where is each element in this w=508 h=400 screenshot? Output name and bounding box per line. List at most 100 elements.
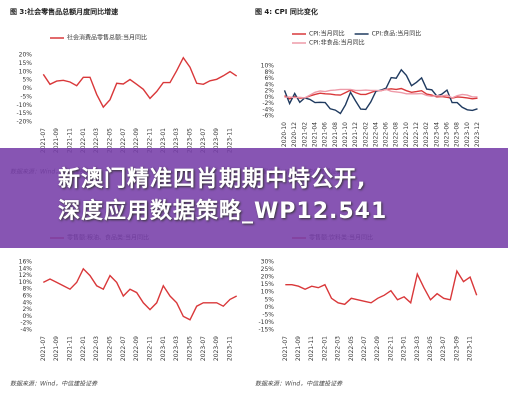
x-tick-label: 2021-07 (40, 336, 47, 361)
x-tick-label: 2023-09 (213, 128, 220, 153)
x-tick-label: 2021-11 (308, 336, 315, 361)
y-tick-label: 20% (261, 274, 275, 281)
legend-label: CPI:非食品:当月同比 (309, 39, 365, 47)
x-tick-label: 2023-06 (444, 122, 451, 147)
x-tick-label: 2022-04 (372, 122, 379, 147)
x-tick-label: 2023-09 (453, 336, 460, 361)
x-tick-label: 2022-11 (147, 336, 154, 361)
x-tick-label: 2023-05 (187, 128, 194, 153)
y-tick-label: 15% (19, 60, 33, 67)
y-tick-label: 0% (22, 85, 32, 92)
banner: 新澳门精准四肖期期中特公开, 深度应用数据策略_WP12.541 (0, 148, 508, 248)
y-tick-label: 5% (264, 296, 274, 303)
y-tick-label: 6% (264, 75, 274, 82)
y-tick-label: 8% (22, 286, 32, 293)
series-line (42, 56, 238, 109)
x-tick-label: 2021-09 (295, 336, 302, 361)
x-tick-label: 2022-07 (120, 336, 127, 361)
banner-line: 新澳门精准四肖期期中特公开, (58, 167, 367, 192)
y-tick-label: 14% (19, 265, 33, 272)
x-tick-label: 2022-08 (393, 122, 400, 147)
x-tick-label: 2022-05 (107, 128, 114, 153)
x-tick-label: 2022-12 (413, 122, 420, 147)
x-tick-label: 2023-05 (187, 336, 194, 361)
x-tick-label: 2022-01 (80, 128, 87, 153)
y-tick-label: 12% (19, 272, 33, 279)
y-tick-label: 20% (19, 52, 33, 59)
x-tick-label: 2020-12 (291, 122, 298, 147)
source: 数据来源：Wind，中信建投证券 (10, 380, 98, 388)
y-tick-label: 4% (22, 299, 32, 306)
x-tick-label: 2021-02 (301, 122, 308, 147)
y-tick-label: -6% (262, 113, 274, 120)
x-tick-label: 2021-10 (342, 122, 349, 147)
x-tick-label: 2021-04 (312, 122, 319, 147)
y-tick-label: -10% (16, 102, 32, 109)
x-tick-label: 2021-06 (322, 122, 329, 147)
legend-label: CPI:当月同比 (309, 30, 345, 38)
y-tick-label: 10% (261, 289, 275, 296)
x-tick-label: 2023-07 (200, 336, 207, 361)
x-tick-label: 2023-02 (423, 122, 430, 147)
y-tick-label: 25% (261, 266, 275, 273)
x-tick-label: 2022-10 (403, 122, 410, 147)
x-tick-label: 2023-03 (414, 336, 421, 361)
x-tick-label: 2023-11 (227, 336, 234, 361)
x-tick-label: 2022-06 (383, 122, 390, 147)
x-tick-label: 2022-09 (374, 336, 381, 361)
y-tick-label: 0% (22, 313, 32, 320)
x-tick-label: 2023-01 (401, 336, 408, 361)
x-tick-label: 2021-09 (53, 336, 60, 361)
y-tick-label: -20% (16, 119, 32, 126)
y-tick-label: -4% (20, 327, 32, 334)
y-tick-label: 4% (264, 81, 274, 88)
x-tick-label: 2022-11 (387, 336, 394, 361)
y-tick-label: -15% (258, 327, 274, 334)
x-tick-label: 2022-07 (120, 128, 127, 153)
x-tick-label: 2021-12 (352, 122, 359, 147)
y-tick-label: 0% (264, 94, 274, 101)
x-tick-label: 2023-03 (173, 128, 180, 153)
series-line (285, 269, 478, 306)
x-tick-label: 2022-11 (147, 128, 154, 153)
y-tick-label: -2% (20, 320, 32, 327)
legend-label: CPI:食品:当月同比 (372, 30, 422, 38)
x-tick-label: 2021-11 (67, 336, 74, 361)
x-tick-label: 2023-07 (440, 336, 447, 361)
x-tick-label: 2023-11 (467, 336, 474, 361)
x-tick-label: 2020-10 (281, 122, 288, 147)
legend-label: 社会消费品零售总额:当月同比 (67, 34, 147, 42)
x-tick-label: 2023-08 (454, 122, 461, 147)
y-tick-label: 6% (22, 293, 32, 300)
x-tick-label: 2022-05 (107, 336, 114, 361)
x-tick-label: 2022-02 (362, 122, 369, 147)
chart-title: 图 3:社会零售品总额月度同比增速 (10, 7, 118, 16)
x-tick-label: 2023-01 (160, 336, 167, 361)
y-tick-label: 16% (19, 259, 33, 266)
x-tick-label: 2022-03 (335, 336, 342, 361)
x-tick-label: 2022-09 (133, 336, 140, 361)
chart-title: 图 4: CPI 同比变化 (255, 7, 318, 16)
x-tick-label: 2022-03 (93, 336, 100, 361)
x-tick-label: 2022-03 (93, 128, 100, 153)
y-tick-label: -5% (262, 311, 274, 318)
y-tick-label: 10% (19, 68, 33, 75)
y-tick-label: 15% (261, 281, 275, 288)
banner-line: 深度应用数据策略_WP12.541 (58, 199, 388, 224)
x-tick-label: 2023-01 (160, 128, 167, 153)
series-line (283, 68, 478, 115)
y-tick-label: 30% (261, 259, 275, 266)
x-tick-label: 2023-10 (464, 122, 471, 147)
y-tick-label: 10% (261, 63, 275, 70)
x-tick-label: 2023-07 (200, 128, 207, 153)
x-tick-label: 2023-05 (427, 336, 434, 361)
y-tick-label: -5% (20, 93, 32, 100)
x-tick-label: 2021-07 (40, 128, 47, 153)
series-line (42, 267, 238, 321)
y-tick-label: -10% (258, 319, 274, 326)
x-tick-label: 2021-08 (332, 122, 339, 147)
y-tick-label: 2% (264, 88, 274, 95)
x-tick-label: 2023-12 (474, 122, 481, 147)
y-tick-label: -15% (16, 110, 32, 117)
